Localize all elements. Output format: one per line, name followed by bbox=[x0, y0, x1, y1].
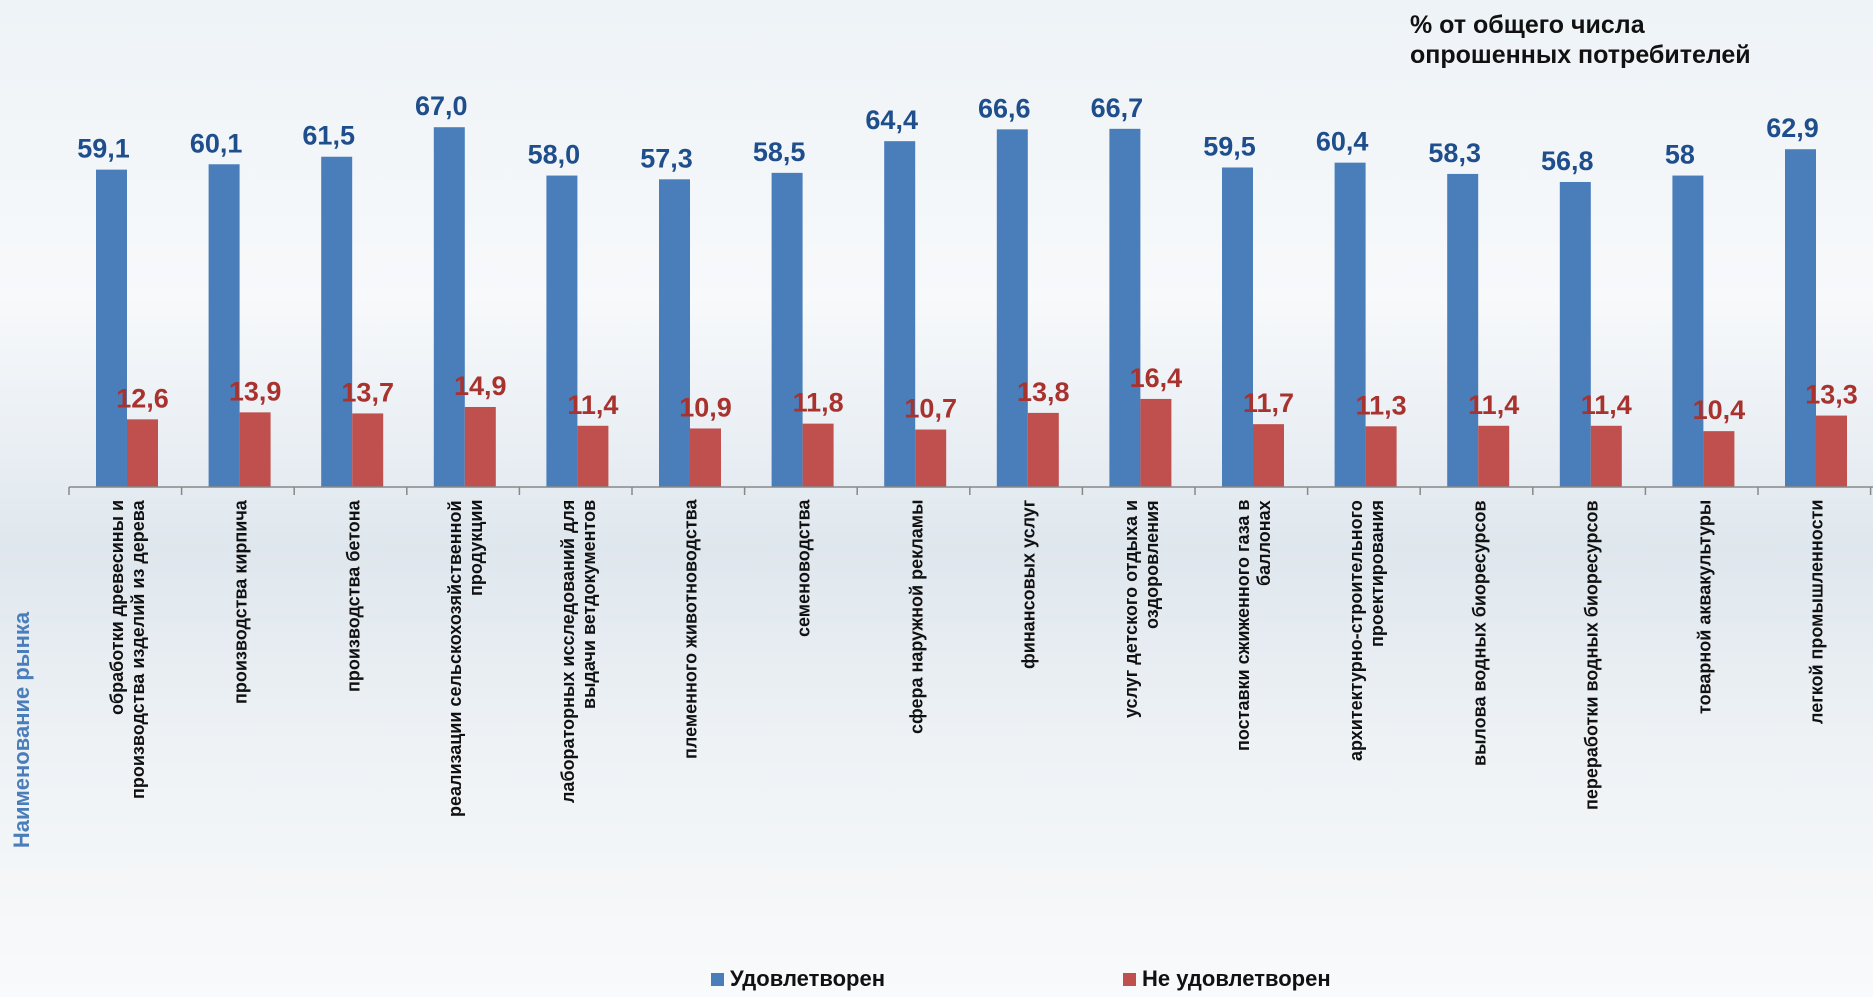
bar bbox=[321, 156, 353, 487]
bar bbox=[1447, 173, 1479, 487]
x-tick-label: легкой промышленности bbox=[1806, 500, 1827, 725]
value-label: 59,5 bbox=[1203, 131, 1256, 161]
bar bbox=[546, 175, 578, 488]
bar bbox=[1816, 415, 1847, 487]
x-tick-label: реализации сельскохозяйственной продукци… bbox=[445, 500, 487, 817]
value-label: 58,0 bbox=[528, 140, 581, 170]
value-label: 58,3 bbox=[1428, 138, 1481, 168]
bar bbox=[1672, 175, 1704, 488]
bar bbox=[915, 429, 947, 487]
x-tick-label: производства кирпича bbox=[230, 500, 251, 704]
x-tick-label: финансовых услуг bbox=[1018, 500, 1039, 670]
bar bbox=[1334, 162, 1366, 488]
chart-title: % от общего числа опрошенных потребителе… bbox=[1410, 11, 1751, 69]
bar bbox=[433, 127, 465, 488]
legend-label: Удовлетворен bbox=[730, 966, 885, 991]
x-tick-label: товарной аквакультуры bbox=[1694, 500, 1715, 715]
value-label: 13,3 bbox=[1805, 380, 1858, 410]
bar bbox=[352, 413, 384, 487]
value-label: 11,4 bbox=[567, 390, 618, 420]
value-label: 62,9 bbox=[1766, 113, 1819, 143]
x-tick-label: семеноводства bbox=[793, 500, 814, 638]
bar bbox=[659, 179, 690, 487]
value-label: 60,4 bbox=[1316, 127, 1369, 157]
bar bbox=[802, 423, 834, 487]
bar bbox=[884, 141, 916, 487]
value-label: 58 bbox=[1665, 140, 1695, 170]
value-label: 57,3 bbox=[640, 143, 693, 173]
x-tick-label: услуг детского отдыха и оздоровления bbox=[1120, 500, 1162, 719]
bar bbox=[690, 428, 721, 487]
legend-item: Не удовлетворен bbox=[1123, 966, 1331, 992]
bar bbox=[1109, 128, 1141, 488]
x-tick-label: архитектурно-строительного проектировани… bbox=[1345, 500, 1387, 761]
value-label: 59,1 bbox=[77, 134, 130, 164]
value-label: 11,3 bbox=[1356, 390, 1407, 420]
value-label: 10,9 bbox=[679, 392, 732, 422]
legend-item: Удовлетворен bbox=[711, 966, 885, 992]
value-label: 13,8 bbox=[1017, 377, 1070, 407]
x-tick-label: лабораторных исследований для выдачи вет… bbox=[557, 500, 599, 804]
value-label: 58,5 bbox=[753, 137, 806, 167]
bar bbox=[1785, 149, 1816, 488]
value-label: 11,4 bbox=[1581, 390, 1632, 420]
x-tick-label: поставки сжиженного газа в баллонах bbox=[1233, 500, 1275, 752]
bar bbox=[127, 419, 158, 487]
bar bbox=[208, 164, 240, 487]
legend-swatch bbox=[711, 972, 724, 986]
legend-swatch bbox=[1123, 972, 1136, 986]
bar bbox=[1253, 424, 1284, 487]
value-label: 11,4 bbox=[1468, 390, 1519, 420]
value-label: 56,8 bbox=[1541, 146, 1594, 176]
x-axis-label: Наименование рынка bbox=[9, 611, 34, 849]
legend-label: Не удовлетворен bbox=[1142, 966, 1331, 991]
bar bbox=[1559, 181, 1591, 487]
value-label: 14,9 bbox=[454, 371, 507, 401]
value-label: 11,7 bbox=[1243, 388, 1294, 418]
bar bbox=[577, 425, 609, 487]
bar bbox=[1703, 431, 1735, 487]
x-tick-label: производства бетона bbox=[343, 500, 363, 692]
bar bbox=[464, 406, 496, 487]
value-label: 10,4 bbox=[1693, 395, 1746, 425]
value-label: 67,0 bbox=[415, 91, 468, 121]
value-label: 10,7 bbox=[904, 394, 957, 424]
value-label: 64,4 bbox=[865, 105, 918, 135]
value-label: 13,9 bbox=[229, 376, 282, 406]
value-label: 12,6 bbox=[116, 383, 169, 413]
value-label: 16,4 bbox=[1130, 363, 1183, 393]
value-label: 66,7 bbox=[1091, 93, 1144, 123]
x-tick-label: обработки древесины и производства издел… bbox=[107, 500, 149, 799]
value-label: 66,6 bbox=[978, 93, 1031, 123]
x-tick-label: племенного животноводства bbox=[680, 500, 701, 760]
bar bbox=[96, 169, 127, 487]
value-label: 13,7 bbox=[341, 377, 394, 407]
x-tick-label: сфера наружной рекламы bbox=[906, 500, 926, 735]
value-label: 11,8 bbox=[793, 388, 844, 418]
value-label: 61,5 bbox=[302, 121, 355, 151]
bar bbox=[771, 172, 803, 488]
bar bbox=[1478, 425, 1510, 487]
bar bbox=[1365, 426, 1397, 487]
bar bbox=[239, 412, 271, 487]
bar bbox=[996, 129, 1028, 487]
bar bbox=[1222, 167, 1253, 488]
value-label: 60,1 bbox=[190, 128, 243, 158]
x-tick-label: переработки водных биоресурсов bbox=[1581, 500, 1602, 810]
bar bbox=[1590, 425, 1622, 487]
bar bbox=[1027, 412, 1059, 487]
x-tick-label: вылова водных биоресурсов bbox=[1469, 500, 1489, 766]
bar bbox=[1140, 398, 1172, 487]
